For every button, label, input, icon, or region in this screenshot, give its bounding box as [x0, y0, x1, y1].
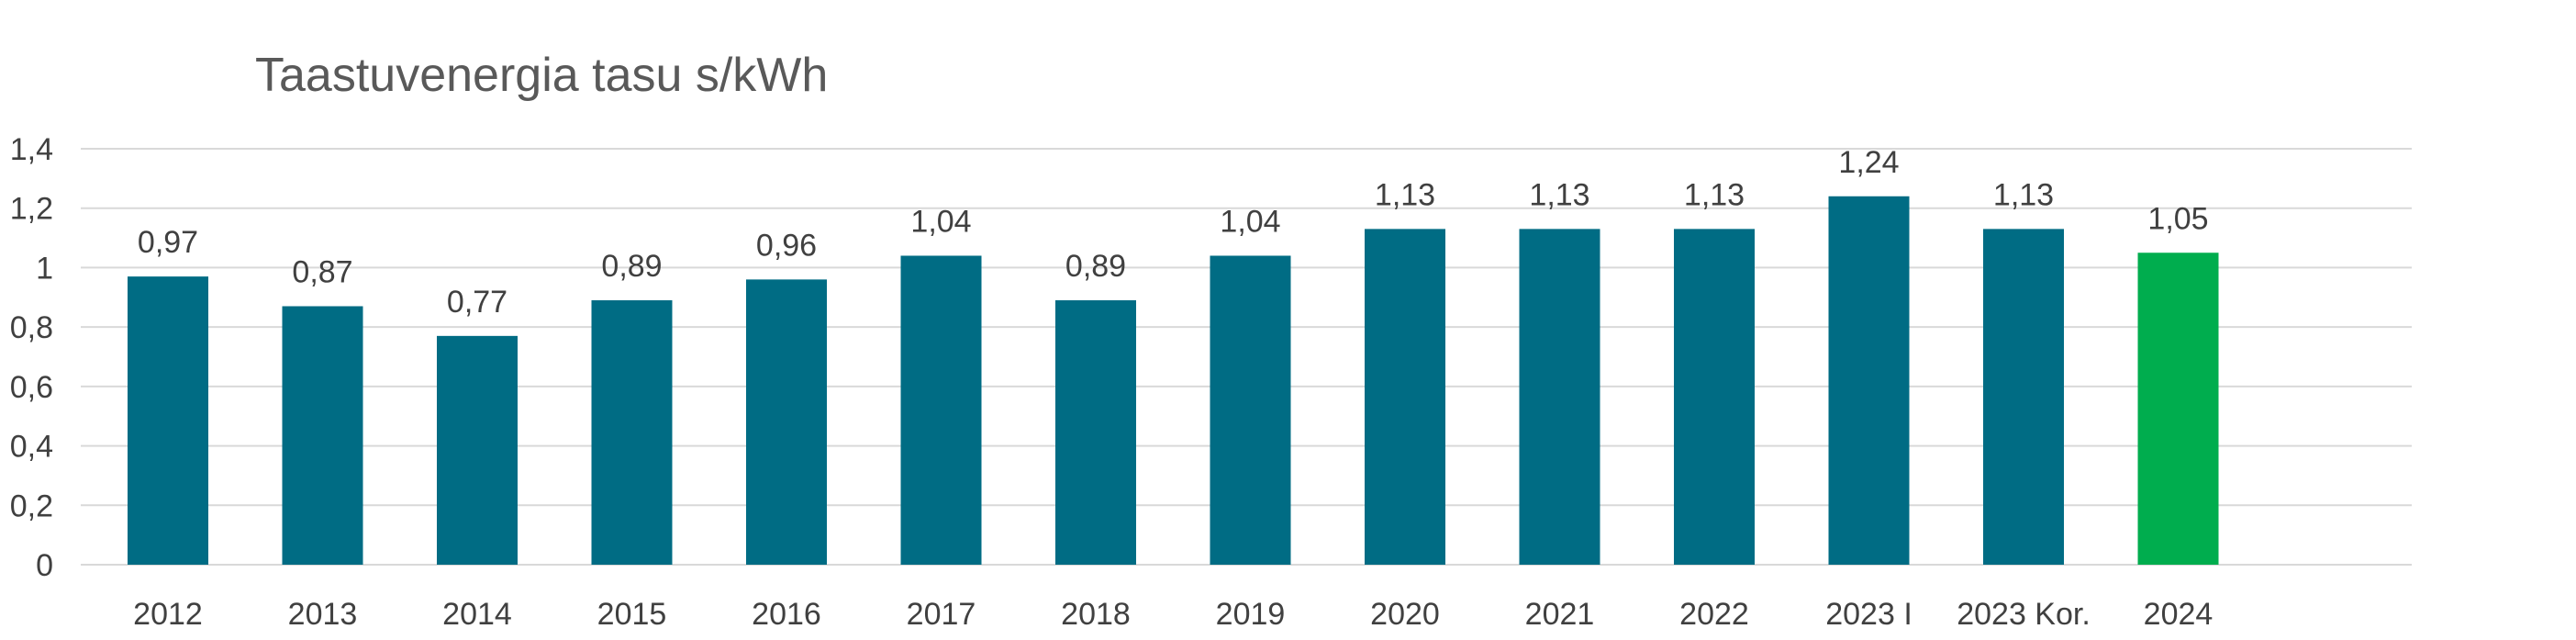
bar [1674, 229, 1755, 565]
bar [1055, 300, 1136, 565]
y-tick-label: 0,4 [10, 430, 53, 465]
bar [437, 335, 518, 565]
bar [2137, 253, 2219, 565]
y-tick-label: 0,6 [10, 370, 53, 405]
bar [1519, 229, 1600, 565]
data-label: 1,04 [910, 204, 971, 239]
data-label: 0,87 [292, 254, 352, 289]
data-label: 1,13 [1993, 177, 2054, 212]
x-tick-label: 2022 [1679, 597, 1749, 632]
bar [1210, 255, 1291, 565]
chart-title: Taastuvenergia tasu s/kWh [255, 49, 829, 102]
y-tick-label: 1 [36, 251, 53, 286]
bar [1828, 196, 1910, 565]
y-axis-ticks: 0 0,2 0,4 0,6 0,8 1 1,2 1,4 [10, 132, 53, 583]
x-tick-label: 2019 [1216, 597, 1286, 632]
data-label: 1,24 [1838, 145, 1899, 180]
x-tick-label: 2015 [597, 597, 667, 632]
bar [1983, 229, 2064, 565]
data-label: 1,04 [1220, 204, 1280, 239]
data-label: 0,97 [138, 225, 198, 260]
y-tick-label: 1,2 [10, 192, 53, 227]
y-tick-label: 0,2 [10, 488, 53, 523]
data-label: 1,13 [1375, 177, 1435, 212]
data-label: 0,89 [601, 249, 662, 284]
x-tick-label: 2024 [2144, 597, 2214, 632]
bar [282, 306, 363, 565]
y-tick-label: 0 [36, 548, 53, 583]
x-tick-label: 2018 [1061, 597, 1131, 632]
x-tick-label: 2021 [1525, 597, 1595, 632]
x-tick-label: 2013 [288, 597, 358, 632]
data-labels: 0,97 0,87 0,77 0,89 0,96 1,04 0,89 1,04 1,13 1,13… [138, 145, 2209, 320]
y-tick-label: 0,8 [10, 310, 53, 345]
data-label: 0,89 [1065, 249, 1126, 284]
x-axis-ticks: 2012 2013 2014 2015 2016 2017 2018 2019 2020 2021… [133, 597, 2213, 632]
x-tick-label: 2020 [1370, 597, 1440, 632]
bar [1365, 229, 1445, 565]
bar [591, 300, 673, 565]
x-tick-label: 2023 I [1825, 597, 1912, 632]
data-label: 1,05 [2147, 201, 2208, 236]
y-tick-label: 1,4 [10, 132, 53, 167]
bars [128, 196, 2219, 565]
data-label: 0,96 [756, 228, 817, 263]
data-label: 1,13 [1684, 177, 1745, 212]
x-tick-label: 2012 [133, 597, 203, 632]
data-label: 1,13 [1529, 177, 1589, 212]
x-tick-label: 2017 [907, 597, 976, 632]
x-tick-label: 2023 Kor. [1957, 597, 2091, 632]
bar [900, 255, 982, 565]
bar [746, 279, 827, 565]
bar [128, 276, 208, 565]
x-tick-label: 2016 [752, 597, 821, 632]
data-label: 0,77 [447, 285, 507, 320]
x-tick-label: 2014 [442, 597, 512, 632]
